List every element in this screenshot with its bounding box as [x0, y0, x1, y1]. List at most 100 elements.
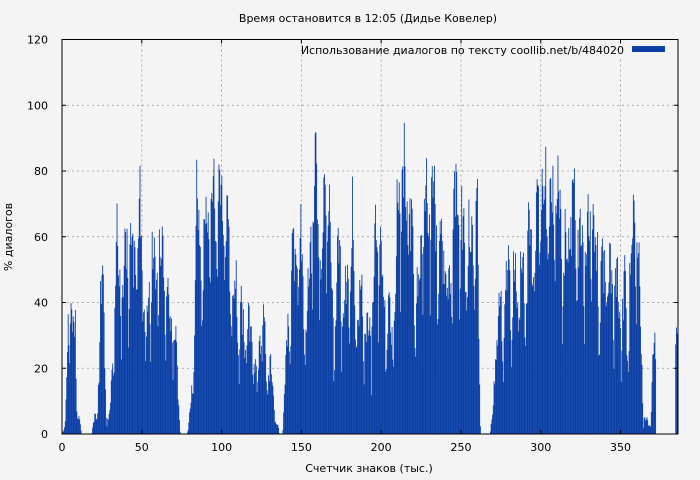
bar	[568, 228, 570, 434]
bar	[151, 231, 153, 434]
x-tick-label: 50	[135, 441, 149, 454]
bar	[225, 241, 227, 434]
bar	[461, 186, 463, 434]
bar	[451, 316, 453, 434]
bar	[145, 361, 147, 434]
bar	[253, 363, 255, 434]
bar	[165, 360, 167, 434]
bar	[370, 335, 371, 434]
bar	[627, 360, 629, 434]
bar	[357, 319, 359, 434]
bar	[565, 232, 567, 434]
chart-title: Время остановится в 12:05 (Дидье Ковелер…	[239, 12, 497, 25]
bar	[444, 284, 445, 434]
bar	[593, 215, 595, 434]
bar	[520, 251, 522, 434]
bar	[533, 291, 535, 434]
bar	[637, 257, 639, 434]
bar	[537, 184, 539, 434]
bar	[640, 353, 642, 434]
bar	[270, 374, 272, 434]
bar	[403, 122, 405, 434]
bar	[380, 241, 382, 434]
bar	[641, 364, 643, 434]
bar	[597, 306, 599, 434]
bar	[574, 220, 576, 434]
bar	[438, 293, 440, 434]
bar	[140, 236, 142, 434]
bar	[530, 229, 532, 434]
bar	[409, 198, 411, 434]
bar	[153, 258, 155, 434]
bar	[460, 239, 462, 434]
bar	[179, 419, 180, 434]
bar	[243, 342, 245, 434]
bar	[494, 384, 496, 434]
bar	[283, 394, 285, 434]
bar	[158, 315, 160, 434]
bar	[273, 395, 274, 434]
bar	[257, 381, 259, 434]
x-tick-label: 250	[450, 441, 471, 454]
bar	[381, 276, 383, 434]
bar	[455, 163, 457, 435]
bar	[67, 352, 68, 434]
bar	[119, 269, 121, 434]
bar	[557, 155, 559, 434]
bar	[174, 339, 175, 434]
bar	[441, 240, 443, 434]
bar	[66, 377, 68, 434]
bar	[464, 291, 466, 434]
bar	[124, 228, 126, 434]
bar	[642, 427, 644, 434]
bar	[98, 382, 100, 434]
bar	[340, 321, 342, 434]
bar	[520, 268, 522, 434]
bar	[383, 307, 385, 434]
bar	[209, 282, 211, 434]
bar	[385, 371, 387, 434]
bar	[273, 409, 275, 434]
bar	[426, 203, 428, 434]
bar	[287, 313, 289, 434]
bar	[316, 219, 318, 434]
bar	[602, 251, 604, 434]
bar	[497, 316, 499, 434]
bar	[64, 421, 66, 434]
bar	[468, 199, 470, 434]
bar	[125, 269, 127, 434]
bar	[112, 375, 114, 434]
bar	[474, 309, 476, 434]
bar	[552, 165, 554, 434]
bar	[385, 369, 387, 434]
bar	[472, 224, 473, 434]
bar	[365, 334, 366, 434]
bar	[549, 179, 551, 434]
bar	[225, 257, 226, 434]
bar	[652, 354, 654, 434]
bar	[495, 359, 496, 434]
bar	[477, 178, 478, 434]
bar	[379, 244, 381, 434]
bar	[405, 206, 407, 434]
bar	[314, 185, 315, 434]
bar	[290, 346, 292, 434]
bar	[171, 342, 173, 434]
bar	[146, 336, 147, 434]
bar	[626, 355, 628, 434]
bar	[619, 327, 621, 434]
bar	[359, 279, 361, 434]
bar	[304, 354, 305, 434]
bar	[472, 265, 474, 434]
bar	[371, 326, 373, 434]
bar	[171, 318, 173, 434]
bar	[247, 303, 249, 434]
bar	[469, 252, 471, 434]
bar	[401, 169, 403, 434]
bar	[115, 241, 117, 434]
bar	[363, 384, 365, 434]
bar	[448, 268, 450, 434]
bar	[550, 177, 552, 434]
bar	[495, 360, 497, 434]
y-tick-label: 40	[34, 297, 48, 310]
